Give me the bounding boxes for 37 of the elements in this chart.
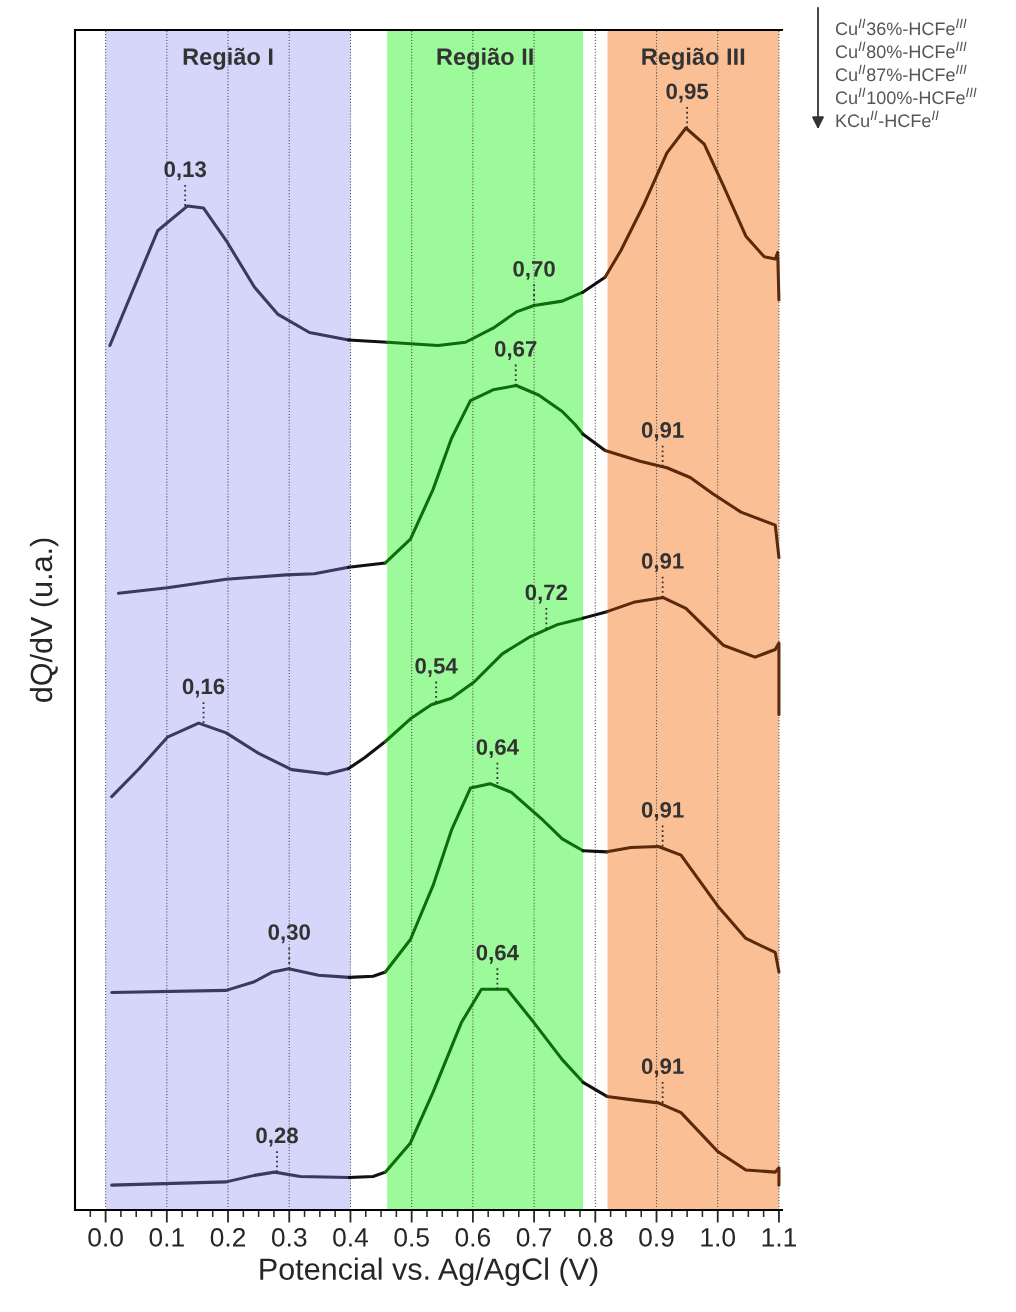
y-axis-title: dQ/dV (u.a.) xyxy=(29,538,59,702)
text: Cu$^{II}$100%-HCFe$^{III}$ xyxy=(835,87,977,105)
annotation: 0,70 xyxy=(513,260,555,280)
annotation: 0,91 xyxy=(641,801,684,821)
text: KCu$^{II}$-HCFe$^{II}$ xyxy=(836,110,939,128)
annotation: 0,91 xyxy=(641,553,684,572)
x-tick-label: 0.9 xyxy=(639,1228,674,1247)
annotation: 0,91 xyxy=(641,1058,684,1078)
band-label: Região II xyxy=(437,47,533,70)
text: Cu$^{II}$36%-HCFe$^{III}$ xyxy=(835,18,967,36)
annotation: 0,64 xyxy=(476,944,519,964)
annotation: 0,67 xyxy=(494,340,537,360)
x-tick-label: 1.0 xyxy=(701,1228,736,1247)
x-tick-label: 0.4 xyxy=(333,1228,369,1247)
x-tick-label: 0.0 xyxy=(88,1228,123,1247)
band-label: Região I xyxy=(183,47,273,70)
text: Cu$^{II}$80%-HCFe$^{III}$ xyxy=(835,41,967,59)
annotation: 0,95 xyxy=(666,83,709,103)
annotation: 0,16 xyxy=(182,678,225,698)
text: Cu$^{II}$87%-HCFe$^{III}$ xyxy=(835,64,967,82)
x-tick-label: 1.1 xyxy=(762,1228,796,1247)
x-tick-label: 0.3 xyxy=(271,1228,307,1247)
band-label: Região III xyxy=(642,47,745,70)
x-tick-label: 0.7 xyxy=(516,1228,552,1247)
annotation: 0,30 xyxy=(268,924,310,944)
annotation: 0,13 xyxy=(164,161,207,181)
annotation: 0,72 xyxy=(525,584,568,604)
x-tick-label: 0.8 xyxy=(577,1228,613,1247)
annotation: 0,54 xyxy=(415,658,458,677)
x-tick-label: 0.5 xyxy=(394,1228,429,1247)
x-axis-title: Potencial vs. Ag/AgCl (V) xyxy=(260,1257,598,1286)
x-tick-label: 0.6 xyxy=(455,1228,491,1247)
annotation: 0,64 xyxy=(476,739,519,759)
annotation: 0,91 xyxy=(641,422,684,442)
x-tick-label: 0.2 xyxy=(210,1228,246,1247)
annotation: 0,28 xyxy=(256,1127,298,1147)
x-tick-label: 0.1 xyxy=(149,1228,184,1247)
